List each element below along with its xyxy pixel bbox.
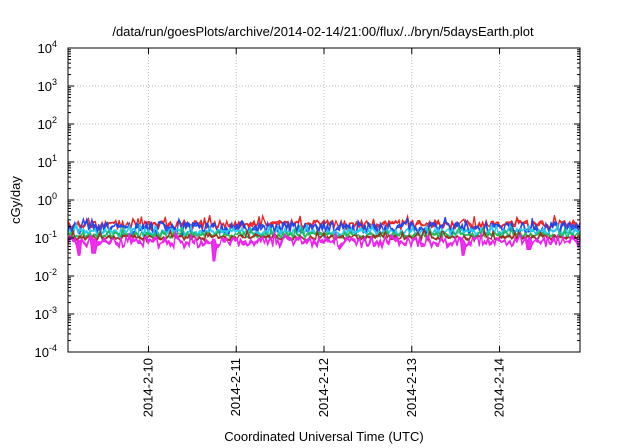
y-tick-exponent: -1 — [49, 229, 57, 239]
x-tick-label: 2014-2-14 — [492, 358, 507, 417]
y-tick-base: 10 — [35, 345, 49, 360]
y-axis-label: cGy/day — [8, 176, 23, 224]
y-tick-exponent: 2 — [52, 115, 57, 125]
y-tick-label: 10-4 — [35, 343, 57, 360]
y-tick-base: 10 — [38, 79, 52, 94]
x-tick-label: 2014-2-13 — [404, 358, 419, 417]
y-tick-exponent: 1 — [52, 153, 57, 163]
y-tick-exponent: 4 — [52, 39, 57, 49]
y-tick-label: 10-2 — [35, 267, 57, 284]
y-tick-exponent: -2 — [49, 267, 57, 277]
y-tick-label: 10-1 — [35, 229, 57, 246]
x-axis-label: Coordinated Universal Time (UTC) — [224, 429, 423, 444]
y-tick-base: 10 — [35, 307, 49, 322]
x-axis: 2014-2-10 2014-2-11 2014-2-12 2014-2-13 2014… — [140, 48, 507, 417]
y-tick-label: 10-3 — [35, 305, 57, 322]
y-tick-label: 102 — [38, 115, 57, 132]
y-tick-exponent: -3 — [49, 305, 57, 315]
chart-title: /data/run/goesPlots/archive/2014-02-14/2… — [112, 24, 534, 39]
grid — [68, 48, 580, 352]
y-tick-label: 101 — [38, 153, 57, 170]
series-group — [67, 213, 581, 262]
y-tick-label: 104 — [38, 39, 57, 56]
y-tick-base: 10 — [38, 41, 52, 56]
x-tick-label: 2014-2-11 — [228, 358, 243, 416]
y-tick-base: 10 — [38, 193, 52, 208]
y-tick-exponent: 3 — [52, 77, 57, 87]
y-tick-base: 10 — [35, 269, 49, 284]
y-tick-label: 103 — [38, 77, 57, 94]
x-tick-label: 2014-2-10 — [140, 358, 155, 417]
x-tick-label: 2014-2-12 — [316, 358, 331, 417]
y-tick-base: 10 — [38, 155, 52, 170]
y-tick-label: 100 — [38, 191, 57, 208]
y-tick-exponent: 0 — [52, 191, 57, 201]
y-tick-base: 10 — [35, 231, 49, 246]
y-tick-exponent: -4 — [49, 343, 57, 353]
y-tick-base: 10 — [38, 117, 52, 132]
